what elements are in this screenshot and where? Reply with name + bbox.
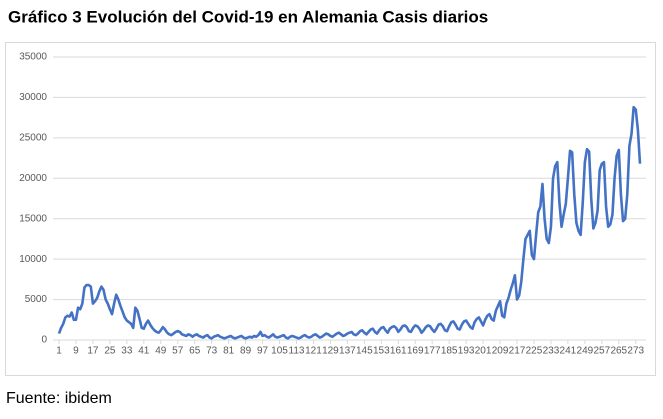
data-line <box>57 105 642 340</box>
source-note: Fuente: ibidem <box>6 390 112 407</box>
x-tick-label: 9 <box>73 346 79 357</box>
x-tick-label: 129 <box>322 346 339 357</box>
x-tick-label: 193 <box>458 346 475 357</box>
x-tick-label: 89 <box>240 346 252 357</box>
x-tick-label: 177 <box>424 346 441 357</box>
x-tick-label: 65 <box>189 346 201 357</box>
x-tick-label: 33 <box>121 346 133 357</box>
x-tick-label: 121 <box>305 346 322 357</box>
x-tick-label: 137 <box>339 346 356 357</box>
y-tick-label: 15000 <box>19 213 47 224</box>
x-tick-label: 265 <box>610 346 627 357</box>
y-tick-label: 5000 <box>25 294 48 305</box>
x-tick-label: 241 <box>560 346 577 357</box>
x-tick-label: 1 <box>56 346 62 357</box>
y-tick-label: 20000 <box>19 173 47 184</box>
y-tick-label: 25000 <box>19 132 47 143</box>
x-tick-label: 161 <box>390 346 407 357</box>
x-tick-label: 201 <box>475 346 492 357</box>
x-tick-label: 41 <box>138 346 150 357</box>
x-tick-label: 97 <box>257 346 269 357</box>
x-tick-label: 73 <box>206 346 218 357</box>
x-tick-label: 17 <box>87 346 99 357</box>
x-tick-label: 257 <box>593 346 610 357</box>
y-tick-label: 35000 <box>19 52 47 63</box>
y-tick-label: 10000 <box>19 254 47 265</box>
y-tick-label: 30000 <box>19 92 47 103</box>
x-tick-label: 209 <box>492 346 509 357</box>
x-tick-label: 145 <box>356 346 373 357</box>
x-tick-label: 153 <box>373 346 390 357</box>
x-tick-label: 169 <box>407 346 424 357</box>
x-tick-label: 233 <box>543 346 560 357</box>
x-tick-label: 185 <box>441 346 458 357</box>
x-tick-label: 81 <box>223 346 235 357</box>
x-tick-label: 57 <box>172 346 184 357</box>
x-tick-label: 225 <box>526 346 543 357</box>
x-tick-label: 249 <box>577 346 594 357</box>
x-tick-label: 217 <box>509 346 526 357</box>
y-tick-label: 0 <box>41 335 47 346</box>
x-tick-label: 49 <box>155 346 167 357</box>
chart-frame <box>5 42 656 376</box>
x-tick-label: 105 <box>271 346 288 357</box>
x-tick-label: 25 <box>104 346 116 357</box>
x-tick-label: 113 <box>289 346 305 357</box>
chart-title: Gráfico 3 Evolución del Covid-19 en Alem… <box>8 7 488 26</box>
x-tick-label: 273 <box>627 346 644 357</box>
